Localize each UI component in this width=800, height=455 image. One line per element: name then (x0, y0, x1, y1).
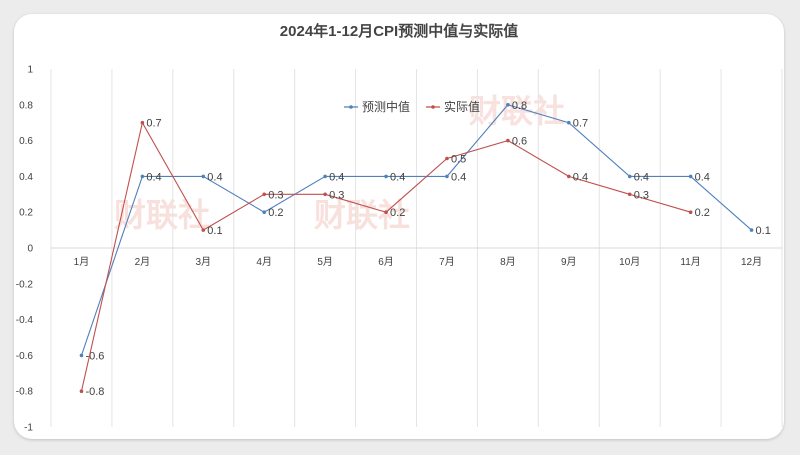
x-tick-label: 4月 (256, 256, 272, 268)
data-label: 0.4 (695, 171, 710, 183)
legend-marker (349, 105, 353, 109)
data-point (140, 120, 145, 125)
data-point (445, 174, 449, 179)
x-axis: 1月 2月 3月 4月 5月 6月 7月 8月 9月 10月 11月 12月 (51, 247, 782, 268)
data-point (627, 192, 632, 197)
legend-item-1: 预测中值 (344, 99, 410, 114)
data-point (688, 174, 693, 179)
data-point (445, 156, 449, 161)
legend-label: 预测中值 (362, 99, 410, 114)
x-tick-label: 3月 (196, 256, 212, 268)
y-tick-label: 0.6 (19, 136, 33, 147)
x-tick-label: 2月 (135, 256, 151, 268)
data-point (627, 174, 632, 179)
data-label: 0.3 (329, 189, 344, 201)
data-point (384, 174, 388, 179)
data-point (262, 210, 267, 214)
legend-marker (431, 105, 435, 109)
data-point (262, 192, 267, 197)
legend-label: 实际值 (444, 99, 480, 114)
data-point (201, 174, 206, 179)
y-tick-label: 0.4 (19, 172, 33, 183)
data-point (384, 210, 388, 214)
x-tick-label: 8月 (500, 256, 516, 268)
data-label: 0.4 (451, 171, 466, 183)
y-tick-label: -0.4 (16, 315, 34, 326)
data-point (688, 210, 693, 214)
data-label: -0.8 (85, 386, 104, 398)
legend: 预测中值 实际值 (344, 99, 480, 114)
data-point (79, 353, 84, 358)
data-point (323, 174, 327, 179)
data-label: 0.4 (634, 171, 649, 183)
series-line (80, 104, 752, 356)
y-tick-label: -0.6 (16, 351, 34, 362)
data-point (506, 103, 510, 107)
data-label: 0.7 (146, 118, 161, 130)
y-tick-label: 1 (27, 65, 33, 76)
y-axis: 1 0.8 0.6 0.4 0.2 0 -0.2 -0.4 -0.6 -0.8 -1 (16, 65, 34, 434)
chart-card: 2024年1-12月CPI预测中值与实际值 财联社 财联社 财联社 1 0.8 0.6 0… (14, 14, 784, 439)
data-label: 0.2 (695, 207, 710, 219)
y-tick-label: 0.2 (19, 208, 33, 219)
data-label: 0.4 (573, 171, 588, 183)
x-tick-label: 6月 (378, 256, 394, 268)
x-tick-label: 7月 (439, 256, 455, 268)
data-label: 0.4 (390, 171, 405, 183)
y-tick-label: 0 (27, 244, 33, 255)
data-label: 0.5 (451, 154, 466, 166)
data-point (140, 174, 145, 179)
series-2: -0.8 0.7 0.1 0.3 0.3 0.2 0.5 0.6 0.4 0.3 0.2 (79, 118, 710, 398)
data-label: 0.4 (329, 171, 344, 183)
data-point (566, 174, 571, 179)
chart-title: 2024年1-12月CPI预测中值与实际值 (280, 22, 518, 40)
x-tick-label: 10月 (619, 256, 640, 268)
data-label: 0.2 (268, 207, 283, 219)
y-tick-label: -1 (24, 423, 33, 434)
data-point (201, 228, 206, 232)
watermark-2: 财联社 (314, 197, 410, 233)
data-label: 0.7 (573, 118, 588, 130)
y-tick-label: -0.2 (16, 279, 34, 290)
watermark-1: 财联社 (114, 197, 210, 233)
data-point (79, 389, 84, 394)
y-tick-label: -0.8 (16, 387, 34, 398)
data-label: 0.8 (512, 100, 527, 112)
data-label: 0.3 (634, 189, 649, 201)
data-point (749, 228, 754, 232)
data-point (566, 120, 571, 125)
y-tick-label: 0.8 (19, 100, 33, 111)
data-label: 0.2 (390, 207, 405, 219)
legend-item-2: 实际值 (426, 99, 480, 114)
series-group: -0.60.4 0.40.20.4 0.4 0.40.80.70.4 0.40.1-0.… (79, 100, 771, 398)
data-label: 0.4 (146, 171, 161, 183)
x-tick-label: 9月 (561, 256, 577, 268)
x-tick-label: 12月 (741, 256, 762, 268)
x-tick-label: 11月 (680, 256, 700, 268)
x-tick-label: 1月 (74, 256, 90, 268)
x-tick-label: 5月 (317, 256, 333, 268)
data-label: 0.6 (512, 136, 527, 148)
data-label: 0.4 (207, 171, 222, 183)
data-label: 0.1 (756, 225, 771, 237)
series-1: -0.60.4 0.40.20.4 0.4 0.40.80.70.4 0.40.1 (79, 100, 771, 362)
watermark-3: 财联社 (469, 93, 565, 129)
data-point (323, 192, 327, 197)
data-point (506, 138, 510, 143)
data-label: 0.1 (207, 225, 222, 237)
data-label: 0.3 (268, 189, 283, 201)
